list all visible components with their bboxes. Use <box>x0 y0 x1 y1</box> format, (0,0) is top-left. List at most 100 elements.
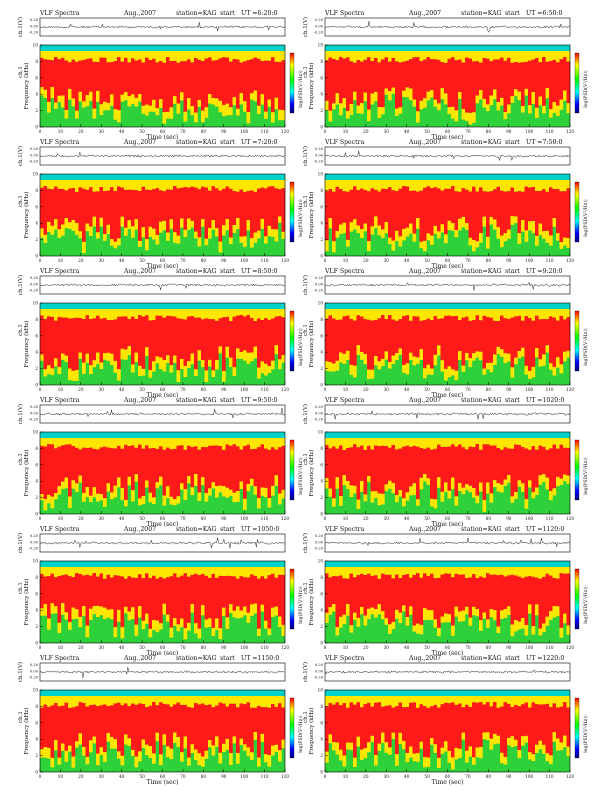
spectrogram-column-lower <box>388 624 392 634</box>
spectrogram-column-core <box>61 575 65 604</box>
spectrogram-column-upper <box>208 567 212 578</box>
spectrogram-column-upper <box>465 309 469 317</box>
panel-start-time: UT =1220:0 <box>526 655 564 662</box>
spectrogram-column-core <box>395 574 399 610</box>
time-tick-label: 60 <box>445 774 451 779</box>
amplitude-tick-label: -0.20 <box>29 31 39 35</box>
spectrogram-column-upper <box>433 696 438 705</box>
spectrogram-column-lower <box>117 477 121 488</box>
time-tick-label: 90 <box>221 258 227 263</box>
spectrogram-column-upper <box>535 180 539 192</box>
spectrogram-column-upper <box>187 180 191 188</box>
spectrogram-column-lower <box>75 370 79 381</box>
frequency-tick-label: 8 <box>320 188 323 193</box>
spectrogram-column-lower <box>257 628 261 636</box>
spectrogram-column-upper <box>384 696 389 706</box>
frequency-tick-label: 0 <box>320 770 323 775</box>
spectrogram-column-core <box>85 448 90 488</box>
time-tick-label: 20 <box>78 774 84 779</box>
spectrogram-column-upper <box>419 309 424 321</box>
spectrogram-column-upper <box>222 51 226 58</box>
spectrogram-column-upper <box>176 567 181 578</box>
spectrogram-column-core <box>173 573 177 618</box>
spectrogram-column-upper <box>274 309 279 317</box>
spectrogram-column-core <box>332 58 336 104</box>
spectrogram-column-core <box>542 319 546 355</box>
time-tick-label: 40 <box>404 645 410 650</box>
spectrogram-column-upper <box>559 309 564 316</box>
spectrogram-column-core <box>500 57 504 98</box>
spectrogram-column-upper <box>211 696 216 708</box>
spectrogram-column-upper <box>384 309 389 320</box>
spectrogram-column-core <box>257 188 261 231</box>
spectrogram-column-core <box>281 188 286 232</box>
spectrogram-column-upper <box>89 309 93 319</box>
spectrogram-column-upper <box>197 51 202 60</box>
spectrogram-column-core <box>458 320 462 352</box>
spectrogram-column-upper <box>278 51 282 62</box>
spectrogram-column-core <box>236 59 240 109</box>
spectrogram-column-core <box>332 576 336 605</box>
spectrogram-column-core <box>222 57 226 105</box>
spectrogram-column-upper <box>395 567 399 575</box>
spectrogram-column-core <box>40 707 44 750</box>
spectrogram-column-upper <box>64 180 69 191</box>
spectrogram-column-upper <box>145 51 149 58</box>
spectrogram-column-lower <box>468 617 473 626</box>
frequency-tick-label: 0 <box>35 770 38 775</box>
time-tick-label: 60 <box>445 516 451 521</box>
spectrogram-column-core <box>398 188 403 237</box>
spectrogram-column-upper <box>131 51 135 59</box>
spectrogram-column-lower <box>71 220 76 231</box>
spectrogram-column-core <box>82 188 86 242</box>
spectrogram-column-upper <box>246 696 251 703</box>
spectrogram-column-core <box>430 320 434 369</box>
spectrogram-column-lower <box>68 88 72 100</box>
spectrogram-column-upper <box>377 309 382 319</box>
spectrogram-column-lower <box>405 227 410 237</box>
spectrogram-column-upper <box>482 696 487 705</box>
time-tick-label: 120 <box>566 129 574 134</box>
spectrogram-column-lower <box>281 231 286 239</box>
spectrogram-column-core <box>218 58 223 101</box>
spectrogram-column-upper <box>328 309 333 316</box>
spectrogram-column-upper <box>208 180 212 191</box>
spectrogram-column-lower <box>141 105 146 114</box>
frequency-axis-prefix: ch.1 <box>303 453 309 465</box>
spectrogram-column-upper <box>566 51 571 62</box>
spectrogram-column-lower <box>430 235 434 245</box>
spectrogram-column-upper <box>328 696 333 704</box>
spectrogram-column-upper <box>461 180 466 189</box>
spectrogram-column-upper <box>556 51 560 63</box>
spectrogram-column-lower <box>430 368 434 375</box>
spectrogram-column-core <box>68 576 72 623</box>
spectrogram-column-core <box>356 575 361 618</box>
spectrogram-top-band <box>40 174 285 180</box>
spectrogram-column-core <box>68 188 72 223</box>
spectrogram-column-upper <box>342 309 347 317</box>
spectrogram-column-core <box>134 319 139 353</box>
spectrogram-column-lower <box>335 477 340 489</box>
spectrogram-column-upper <box>451 696 455 703</box>
spectrogram-column-upper <box>503 696 508 703</box>
spectrogram-column-upper <box>57 438 62 447</box>
spectrogram-column-core <box>152 189 156 229</box>
spectrogram-column-core <box>402 186 406 229</box>
spectrogram-column-lower <box>426 757 431 767</box>
spectrogram-column-lower <box>257 367 261 379</box>
spectrogram-column-core <box>437 577 441 628</box>
spectrogram-column-upper <box>75 567 79 574</box>
spectrogram-column-core <box>89 319 93 366</box>
spectrogram-column-upper <box>54 180 58 187</box>
spectrogram-column-core <box>374 445 378 492</box>
spectrogram-column-upper <box>71 309 76 319</box>
spectrogram-column-core <box>197 575 202 629</box>
spectrogram-column-core <box>257 318 261 368</box>
spectrogram-column-core <box>148 448 153 493</box>
spectrogram-column-core <box>489 706 494 739</box>
spectrogram-column-lower <box>43 604 48 616</box>
spectrogram-column-upper <box>85 567 90 575</box>
spectrogram-column-core <box>521 191 525 220</box>
colorbar <box>574 439 580 501</box>
spectrogram-column-core <box>232 191 237 226</box>
